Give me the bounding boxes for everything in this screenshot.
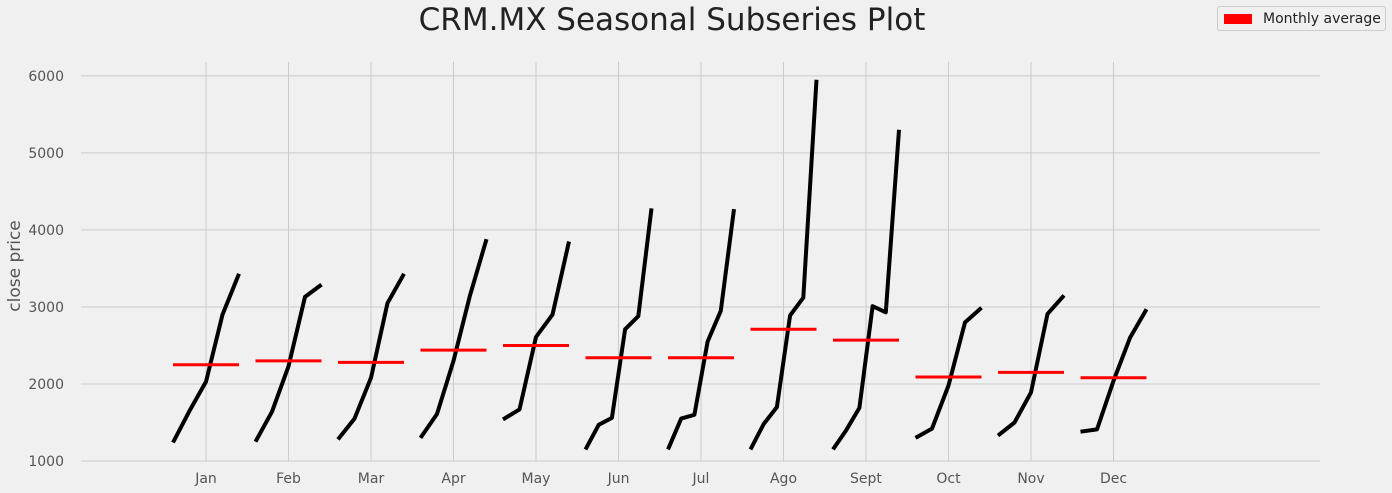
series-line-nov <box>996 294 1066 438</box>
series-line-sept <box>831 129 901 451</box>
series-line-dec <box>1080 308 1149 434</box>
y-tick-label: 3000 <box>28 300 64 316</box>
x-tick-label-jul: Jul <box>692 471 710 487</box>
y-tick-labels: 1000 2000 3000 4000 5000 6000 <box>28 69 64 470</box>
y-axis-label: close price <box>5 220 25 312</box>
monthly-series <box>171 79 1149 451</box>
x-tick-label-may: May <box>522 471 551 487</box>
x-tick-label-jan: Jan <box>194 471 217 487</box>
series-line-jan <box>171 273 241 444</box>
y-tick-label: 4000 <box>28 223 64 239</box>
x-tick-label-mar: Mar <box>358 471 385 487</box>
y-tick-label: 5000 <box>28 146 64 162</box>
x-tick-labels: Jan Feb Mar Apr May Jun Jul Ago Sept Oct Nov Dec <box>194 471 1127 487</box>
x-tick-label-apr: Apr <box>441 471 465 487</box>
x-tick-label-jun: Jun <box>607 471 630 487</box>
chart-title: CRM.MX Seasonal Subseries Plot <box>418 2 926 38</box>
legend-label: Monthly average <box>1263 10 1381 27</box>
series-line-apr <box>418 238 489 440</box>
x-tick-label-feb: Feb <box>276 471 301 487</box>
series-line-oct <box>914 306 983 440</box>
series-line-jul <box>666 208 736 451</box>
series-line-jun <box>583 208 654 451</box>
x-tick-label-dec: Dec <box>1100 471 1127 487</box>
x-tick-label-ago: Ago <box>770 471 797 487</box>
series-line-mar <box>336 272 406 441</box>
legend-swatch <box>1224 13 1252 24</box>
monthly-average-lines <box>173 327 1147 380</box>
grid-lines <box>81 62 1320 462</box>
y-tick-label: 2000 <box>28 377 64 393</box>
series-line-may <box>501 241 571 422</box>
y-tick-label: 6000 <box>28 69 64 85</box>
series-line-ago <box>748 79 819 451</box>
legend: Monthly average <box>1217 6 1386 31</box>
x-tick-label-nov: Nov <box>1017 471 1044 487</box>
x-tick-label-oct: Oct <box>936 471 961 487</box>
y-tick-label: 1000 <box>28 454 64 470</box>
series-line-feb <box>253 282 323 443</box>
x-tick-label-sept: Sept <box>850 471 882 487</box>
